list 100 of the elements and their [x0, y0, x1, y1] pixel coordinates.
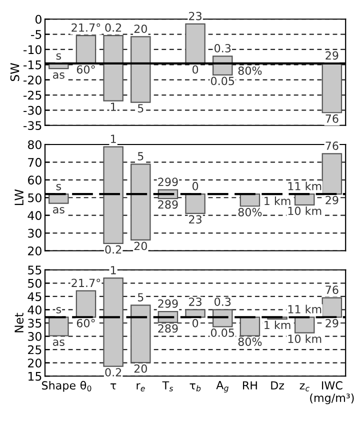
y-axis-title: SW [10, 63, 20, 82]
bar [130, 36, 151, 103]
x-tick-label: IWC (mg/m³) [310, 381, 354, 404]
bar [76, 34, 96, 64]
y-tick-label: 35 [28, 318, 42, 328]
annotation: 23 [189, 215, 202, 224]
annotation: 0.05 [210, 76, 234, 86]
annotation: 1 km [264, 320, 290, 330]
y-axis-title: LW [14, 189, 24, 206]
annotation: as [53, 340, 64, 346]
annotation: as [53, 207, 64, 214]
annotation: 29 [326, 51, 338, 60]
annotation: 0.3 [214, 298, 231, 306]
annotation: 5 [138, 152, 144, 160]
annotation: 289 [158, 200, 178, 209]
annotation: 5 [138, 293, 144, 302]
annotation: 80% [238, 338, 262, 346]
bar [103, 146, 124, 244]
annotation: 60° [76, 65, 95, 74]
annotation: 0.2 [105, 368, 122, 376]
y-tick-label: 30 [28, 332, 42, 341]
annotation: 0.2 [105, 23, 122, 32]
y-tick-label: 50 [28, 193, 42, 202]
bar [48, 194, 69, 204]
bar [294, 194, 315, 206]
y-tick-label: 20 [28, 358, 42, 368]
x-tick-label: τ$_{b}$ [190, 383, 201, 392]
y-tick-label: 30 [28, 228, 42, 238]
y-tick-label: 40 [28, 211, 42, 220]
annotation: 29 [326, 196, 338, 204]
y-tick-label: -35 [24, 121, 42, 130]
y-tick-label: 80 [28, 140, 42, 150]
bar [185, 194, 206, 214]
annotation: 29 [326, 318, 338, 328]
annotation: 0 [192, 182, 198, 190]
annotation: 21.7° [72, 23, 100, 32]
x-tick-label: T$_{s}$ [162, 381, 174, 392]
annotation: 80% [238, 208, 262, 216]
annotation: 11 km [288, 304, 322, 314]
annotation: 299 [158, 299, 178, 308]
annotation: 1 [111, 266, 116, 274]
y-axis-title: Net [14, 312, 24, 332]
y-tick-label: 55 [28, 266, 42, 275]
bar [185, 23, 206, 64]
x-tick-label: Dz [271, 381, 284, 390]
annotation: 76 [326, 286, 338, 294]
annotation: 0.3 [214, 44, 231, 52]
annotation: 76 [326, 114, 338, 123]
annotation: 76 [326, 142, 338, 150]
bar [48, 316, 69, 336]
annotation: 20 [134, 242, 147, 250]
annotation: 80% [238, 66, 262, 75]
x-tick-label: r$_{e}$ [136, 383, 145, 392]
annotation: 1 km [264, 196, 290, 206]
annotation: 0 [192, 65, 198, 74]
annotation: 20 [134, 364, 147, 373]
bar [130, 164, 151, 241]
x-tick-label: τ [110, 383, 116, 390]
annotation: s [56, 184, 62, 190]
bar [212, 309, 233, 328]
annotation: 23 [189, 298, 202, 306]
annotation: 1 [111, 102, 116, 111]
x-tick-label: z$_{c}$ [300, 383, 310, 392]
y-tick-label: 70 [28, 158, 42, 167]
x-tick-label: Shape [42, 380, 76, 392]
annotation: 5 [138, 104, 144, 112]
y-tick-label: -15 [24, 60, 42, 70]
bar [240, 316, 260, 336]
bar [103, 34, 124, 102]
y-tick-label: -10 [24, 45, 42, 54]
annotation: 21.7° [72, 278, 100, 287]
y-tick-label: 45 [28, 292, 42, 302]
bar [322, 62, 342, 114]
annotation: 11 km [288, 182, 322, 190]
y-tick-label: 0 [35, 14, 42, 24]
annotation: 0.05 [210, 328, 234, 337]
y-tick-label: 50 [28, 278, 42, 288]
annotation: 10 km [288, 206, 322, 216]
y-tick-label: -20 [24, 76, 42, 84]
bar [103, 278, 124, 367]
y-tick-label: 25 [28, 345, 42, 354]
y-tick-label: 40 [28, 305, 42, 314]
x-tick-label: A$_{g}$ [216, 380, 228, 393]
annotation: s [56, 307, 62, 314]
y-tick-label: -30 [24, 106, 42, 115]
annotation: as [53, 72, 64, 79]
y-tick-label: 60 [28, 176, 42, 185]
annotation: 0 [192, 318, 198, 328]
y-tick-label: 20 [28, 246, 42, 256]
x-tick-label: RH [243, 381, 257, 390]
annotation: s [56, 53, 62, 60]
y-tick-label: -25 [24, 90, 42, 100]
annotation: 60° [76, 318, 95, 328]
annotation: 23 [189, 12, 202, 20]
y-tick-label: 15 [28, 372, 42, 381]
annotation: 20 [134, 24, 147, 33]
annotation: 289 [158, 324, 178, 333]
annotation: 10 km [288, 334, 322, 344]
x-tick-label: θ$_{0}$ [80, 380, 92, 392]
annotation: 299 [158, 178, 178, 186]
